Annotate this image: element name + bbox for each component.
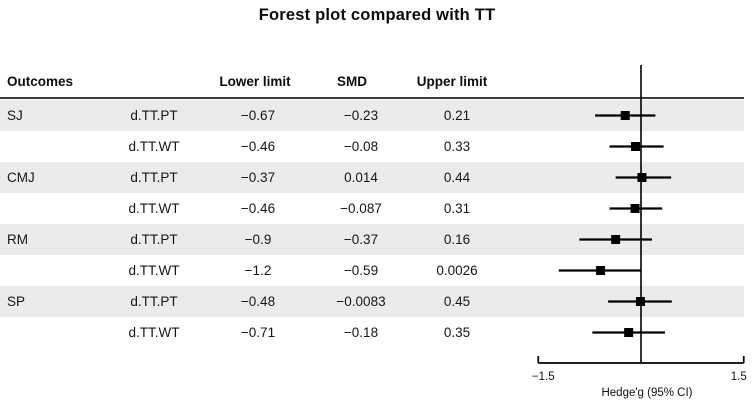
col-header-smd: SMD [337,74,367,89]
x-tick-label: −1.5 [532,371,555,383]
outcome-cell: CMJ [7,170,35,185]
comparison-cell: d.TT.PT [130,170,178,185]
smd-cell: −0.18 [343,325,379,340]
comparison-cell: d.TT.PT [130,108,178,123]
smd-cell: −0.087 [340,201,382,216]
lower-limit-cell: −1.2 [244,263,272,278]
header-separator [0,97,744,99]
table-header-row: Outcomes Lower limit SMD Upper limit [0,71,754,93]
upper-limit-cell: 0.21 [443,108,471,123]
smd-cell: −0.59 [343,263,379,278]
lower-limit-cell: −0.46 [240,201,276,216]
table-row: SJ d.TT.PT −0.67 −0.23 0.21 [0,100,744,131]
lower-limit-cell: −0.46 [240,139,276,154]
lower-limit-cell: −0.37 [240,170,276,185]
comparison-cell: d.TT.WT [128,139,180,154]
table-row: CMJ d.TT.PT −0.37 0.014 0.44 [0,162,744,193]
smd-cell: −0.0083 [336,294,386,309]
figure-title: Forest plot compared with TT [258,6,496,24]
table-row: d.TT.WT −0.71 −0.18 0.35 [0,317,744,348]
lower-limit-cell: −0.48 [240,294,276,309]
smd-cell: −0.37 [343,232,379,247]
outcome-cell: SJ [7,108,23,123]
smd-cell: 0.014 [344,170,378,185]
x-tick-label: 1.5 [731,371,747,383]
outcome-cell: RM [7,232,28,247]
table-row: RM d.TT.PT −0.9 −0.37 0.16 [0,224,744,255]
upper-limit-cell: 0.31 [443,201,471,216]
table-row: d.TT.WT −0.46 −0.087 0.31 [0,193,744,224]
comparison-cell: d.TT.WT [128,201,180,216]
x-axis-label: Hedge'g (95% CI) [601,387,692,399]
comparison-cell: d.TT.PT [130,232,178,247]
upper-limit-cell: 0.45 [443,294,471,309]
table-row: d.TT.WT −0.46 −0.08 0.33 [0,131,744,162]
comparison-cell: d.TT.WT [128,325,180,340]
upper-limit-cell: 0.16 [443,232,471,247]
comparison-cell: d.TT.PT [130,294,178,309]
col-header-outcomes: Outcomes [7,74,74,89]
smd-cell: −0.08 [343,139,379,154]
lower-limit-cell: −0.9 [244,232,272,247]
lower-limit-cell: −0.71 [240,325,276,340]
table-row: d.TT.WT −1.2 −0.59 0.0026 [0,255,744,286]
table-row: SP d.TT.PT −0.48 −0.0083 0.45 [0,286,744,317]
outcome-cell: SP [7,294,26,309]
comparison-cell: d.TT.WT [128,263,180,278]
upper-limit-cell: 0.0026 [436,263,478,278]
col-header-upper-limit: Upper limit [416,74,488,89]
smd-cell: −0.23 [343,108,379,123]
upper-limit-cell: 0.33 [443,139,471,154]
lower-limit-cell: −0.67 [240,108,276,123]
upper-limit-cell: 0.35 [443,325,471,340]
col-header-lower-limit: Lower limit [219,74,291,89]
upper-limit-cell: 0.44 [443,170,471,185]
